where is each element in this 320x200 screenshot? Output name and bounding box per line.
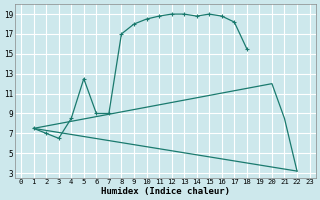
- X-axis label: Humidex (Indice chaleur): Humidex (Indice chaleur): [101, 187, 230, 196]
